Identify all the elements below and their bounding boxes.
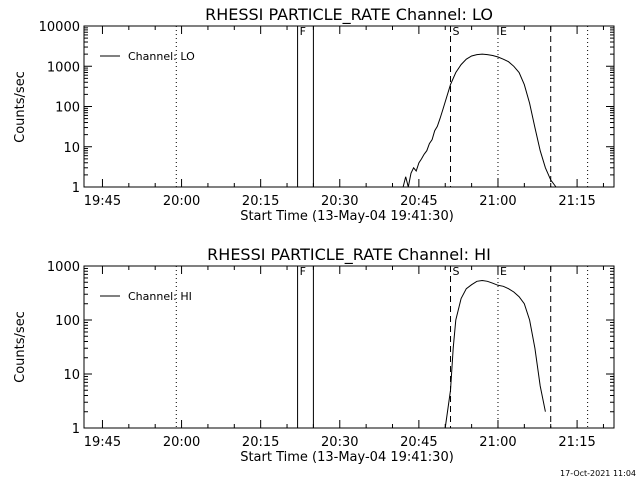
chart-1-xtick-label-0: 19:45 bbox=[84, 435, 121, 450]
chart-0-xtick-label-1: 20:00 bbox=[163, 194, 200, 209]
chart-0-marker-label-0: F bbox=[300, 25, 306, 38]
chart-1-legend-label: Channel: HI bbox=[128, 290, 192, 303]
chart-0-xtick-label-2: 20:15 bbox=[242, 194, 279, 209]
panel-hi: RHESSI PARTICLE_RATE Channel: HI 19:45 20:… bbox=[13, 245, 615, 465]
panel-lo: RHESSI PARTICLE_RATE Channel: LO 19:45 20:… bbox=[13, 5, 615, 224]
chart-1-xtick-label-2: 20:15 bbox=[242, 435, 279, 450]
chart-0-xtick-label-0: 19:45 bbox=[84, 194, 121, 209]
chart-1-frame bbox=[83, 265, 615, 429]
chart-0-xtick-label-5: 21:00 bbox=[479, 194, 516, 209]
chart-0-marker-label-2: E bbox=[500, 25, 507, 38]
chart-1-xtick-label-3: 20:30 bbox=[321, 435, 358, 450]
chart-0-ytick-label-2: 100 bbox=[55, 101, 80, 116]
chart-0-ytick-label-0: 1 bbox=[72, 181, 80, 196]
chart-1-ytick-label-0: 1 bbox=[72, 422, 80, 437]
chart-1-xtick-label-5: 21:00 bbox=[479, 435, 516, 450]
chart-1-ytick-label-1: 10 bbox=[63, 368, 80, 383]
chart-1-xtick-label-6: 21:15 bbox=[558, 435, 595, 450]
chart-0-ytick-label-4: 10000 bbox=[39, 20, 80, 35]
chart-1-marker-label-0: F bbox=[300, 265, 306, 278]
chart-1-title: RHESSI PARTICLE_RATE Channel: HI bbox=[207, 245, 491, 265]
chart-0-legend-label: Channel: LO bbox=[128, 50, 195, 63]
chart-0-marker-label-1: S bbox=[453, 25, 460, 38]
chart-0-xtick-label-3: 20:30 bbox=[321, 194, 358, 209]
chart-0-ylabel: Counts/sec bbox=[13, 71, 28, 143]
chart-1-xlabel: Start Time (13-May-04 19:41:30) bbox=[240, 450, 454, 465]
chart-1-xtick-label-4: 20:45 bbox=[400, 435, 437, 450]
chart-0-xtick-label-4: 20:45 bbox=[400, 194, 437, 209]
timestamp: 17-Oct-2021 11:04 bbox=[560, 469, 636, 478]
chart-0-series-0-line bbox=[402, 53, 557, 188]
chart-0-xtick-label-6: 21:15 bbox=[558, 194, 595, 209]
chart-1-marker-label-2: E bbox=[500, 265, 507, 278]
chart-0-title: RHESSI PARTICLE_RATE Channel: LO bbox=[205, 5, 493, 25]
chart-0-ytick-label-3: 1000 bbox=[47, 60, 80, 75]
chart-1-ytick-label-3: 1000 bbox=[47, 260, 80, 275]
chart-1-xtick-label-1: 20:00 bbox=[163, 435, 200, 450]
chart-1-ytick-label-2: 100 bbox=[55, 314, 80, 329]
chart-0-ytick-label-1: 10 bbox=[63, 141, 80, 156]
chart-1-ylabel: Counts/sec bbox=[13, 311, 28, 383]
chart-1-series-0-line bbox=[444, 279, 546, 429]
chart-0-xlabel: Start Time (13-May-04 19:41:30) bbox=[240, 209, 454, 224]
chart-1-marker-label-1: S bbox=[453, 265, 460, 278]
